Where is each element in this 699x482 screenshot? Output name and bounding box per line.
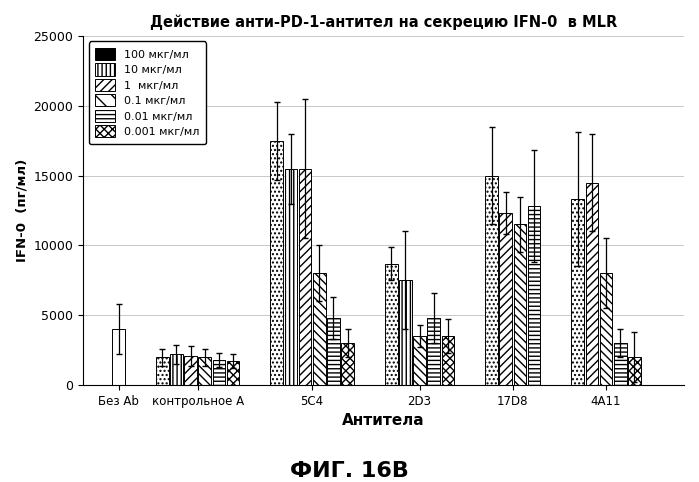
- Bar: [271, 141, 283, 385]
- Bar: [284, 169, 297, 385]
- Legend: 100 мкг/мл, 10 мкг/мл, 1  мкг/мл, 0.1 мкг/мл, 0.01 мкг/мл, 0.001 мкг/мл: 100 мкг/мл, 10 мкг/мл, 1 мкг/мл, 0.1 мкг…: [89, 41, 206, 144]
- Bar: [499, 214, 512, 385]
- X-axis label: Антитела: Антитела: [343, 414, 425, 428]
- Bar: [113, 329, 125, 385]
- Bar: [427, 318, 440, 385]
- Bar: [212, 360, 225, 385]
- Bar: [327, 318, 340, 385]
- Bar: [156, 357, 168, 385]
- Bar: [399, 281, 412, 385]
- Y-axis label: IFN-0  (пг/мл): IFN-0 (пг/мл): [15, 159, 28, 262]
- Bar: [586, 183, 598, 385]
- Bar: [628, 357, 641, 385]
- Title: Действие анти-PD-1-антител на секрецию IFN-0  в MLR: Действие анти-PD-1-антител на секрецию I…: [150, 15, 617, 30]
- Bar: [600, 273, 612, 385]
- Bar: [226, 362, 240, 385]
- Text: ФИГ. 16В: ФИГ. 16В: [290, 461, 409, 481]
- Bar: [571, 200, 584, 385]
- Bar: [298, 169, 312, 385]
- Bar: [341, 343, 354, 385]
- Bar: [199, 357, 211, 385]
- Bar: [185, 356, 197, 385]
- Bar: [485, 175, 498, 385]
- Bar: [385, 264, 398, 385]
- Bar: [442, 336, 454, 385]
- Bar: [614, 343, 626, 385]
- Bar: [313, 273, 326, 385]
- Bar: [528, 206, 540, 385]
- Bar: [170, 354, 182, 385]
- Bar: [413, 336, 426, 385]
- Bar: [514, 225, 526, 385]
